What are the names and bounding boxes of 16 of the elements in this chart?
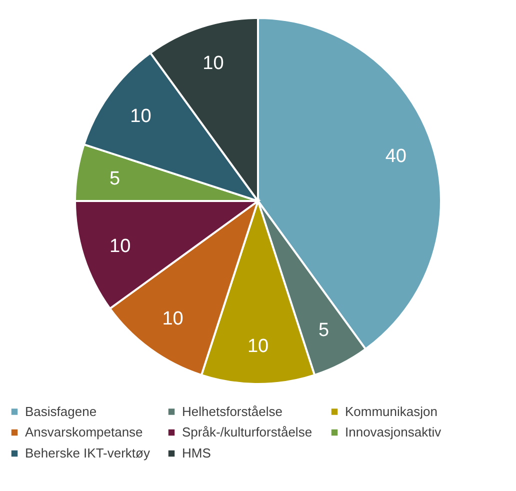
- data-label: 40: [385, 146, 406, 168]
- legend-label: Språk-/kulturforståelse: [182, 424, 312, 440]
- data-label: 5: [318, 320, 330, 342]
- legend-label: Ansvarskompetanse: [25, 424, 143, 440]
- data-label: 10: [110, 236, 131, 257]
- legend-label: Kommunikasjon: [345, 404, 438, 419]
- legend-label: Helhetsforståelse: [182, 404, 282, 419]
- data-label: 10: [247, 336, 269, 357]
- legend-label: Beherske IKT-verktøy: [25, 446, 150, 460]
- data-label: 10: [162, 308, 184, 330]
- data-label: 10: [130, 106, 152, 127]
- legend-label: Innovasjonsaktiv: [345, 424, 442, 440]
- data-label: 10: [202, 53, 224, 74]
- data-label: 5: [109, 168, 120, 190]
- legend-label: HMS: [182, 446, 212, 460]
- legend-label: Basisfagene: [25, 404, 97, 419]
